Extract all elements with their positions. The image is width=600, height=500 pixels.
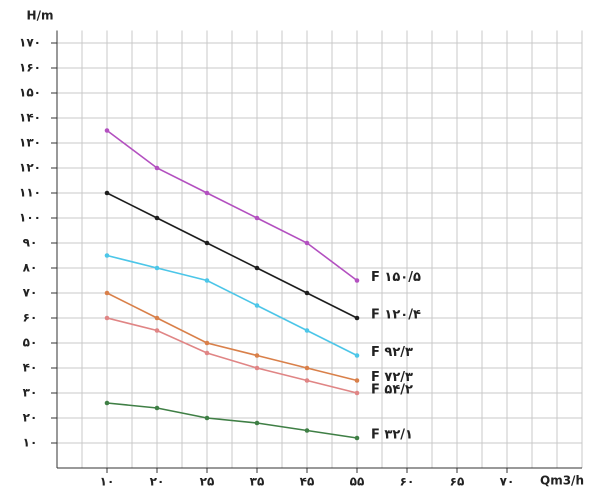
data-point bbox=[104, 290, 110, 296]
data-point bbox=[354, 315, 360, 321]
data-point bbox=[154, 405, 160, 411]
data-point bbox=[154, 215, 160, 221]
data-point bbox=[354, 378, 360, 383]
y-tick-label: ۱۰ bbox=[23, 436, 38, 450]
series-line bbox=[106, 192, 358, 319]
data-point bbox=[354, 278, 360, 283]
series-line bbox=[106, 317, 358, 394]
data-point bbox=[254, 303, 260, 308]
x-tick-label: ۶۰ bbox=[400, 475, 415, 489]
y-tick-label: ۶۰ bbox=[23, 311, 38, 325]
data-point bbox=[304, 378, 310, 383]
x-axis-label: Qm3/h bbox=[540, 474, 584, 488]
data-point bbox=[304, 290, 310, 296]
data-point bbox=[304, 428, 310, 433]
data-point bbox=[254, 420, 260, 426]
data-point bbox=[104, 400, 110, 406]
y-tick-label: ۱۴۰ bbox=[19, 111, 41, 125]
data-point bbox=[304, 328, 310, 333]
data-point bbox=[204, 190, 210, 196]
series-label: F ۳۲/۱ bbox=[371, 428, 413, 443]
data-point bbox=[154, 328, 160, 333]
data-point bbox=[354, 435, 360, 441]
y-tick-label: ۲۰ bbox=[23, 411, 38, 425]
y-tick-label: ۵۰ bbox=[23, 336, 38, 350]
y-tick-label: ۱۳۰ bbox=[19, 136, 41, 150]
series-label: F ۵۴/۲ bbox=[371, 383, 413, 398]
series-label: F ۹۲/۳ bbox=[371, 345, 413, 360]
data-point bbox=[204, 350, 210, 356]
x-tick-label: ۱۰ bbox=[100, 475, 115, 489]
series-line bbox=[106, 292, 358, 382]
data-point bbox=[354, 353, 360, 358]
x-tick-label: ۴۵ bbox=[300, 475, 315, 489]
y-tick-label: ۱۰۰ bbox=[19, 211, 41, 225]
data-point bbox=[104, 253, 110, 258]
data-point bbox=[354, 390, 360, 396]
data-point bbox=[104, 190, 110, 196]
x-tick-label: ۳۵ bbox=[250, 475, 265, 489]
data-point bbox=[304, 365, 310, 371]
y-tick-label: ۷۰ bbox=[23, 286, 38, 300]
y-tick-label: ۱۷۰ bbox=[19, 36, 41, 50]
data-point bbox=[254, 365, 260, 371]
data-point bbox=[254, 265, 260, 271]
data-point bbox=[204, 240, 210, 246]
y-tick-label: ۳۰ bbox=[23, 386, 38, 400]
data-point bbox=[104, 315, 110, 321]
data-point bbox=[154, 265, 160, 271]
data-point bbox=[204, 340, 210, 346]
y-tick-label: ۹۰ bbox=[23, 236, 38, 250]
y-tick-label: ۱۶۰ bbox=[19, 61, 41, 75]
data-point bbox=[154, 165, 160, 171]
y-axis-label: H/m bbox=[27, 9, 54, 23]
x-tick-label: ۲۵ bbox=[200, 475, 215, 489]
data-point bbox=[204, 415, 210, 421]
y-tick-label: ۱۱۰ bbox=[19, 186, 41, 200]
series-line bbox=[106, 402, 358, 439]
series-line bbox=[106, 254, 358, 357]
x-tick-label: ۵۵ bbox=[350, 475, 365, 489]
series-label: F ۱۵۰/۵ bbox=[371, 270, 421, 285]
x-tick-label: ۲۰ bbox=[150, 475, 165, 489]
y-tick-label: ۸۰ bbox=[23, 261, 38, 275]
data-point bbox=[104, 128, 110, 133]
series-line bbox=[106, 129, 358, 282]
x-tick-label: ۶۵ bbox=[450, 475, 465, 489]
data-point bbox=[304, 240, 310, 246]
y-tick-label: ۴۰ bbox=[23, 361, 38, 375]
data-point bbox=[204, 278, 210, 283]
x-tick-label: ۷۰ bbox=[500, 475, 515, 489]
data-point bbox=[254, 215, 260, 221]
series-label: F ۷۲/۳ bbox=[371, 370, 413, 385]
series-label: F ۱۲۰/۴ bbox=[371, 308, 421, 323]
y-tick-label: ۱۲۰ bbox=[19, 161, 41, 175]
y-tick-label: ۱۵۰ bbox=[19, 86, 41, 100]
data-point bbox=[254, 353, 260, 358]
data-point bbox=[154, 315, 160, 321]
